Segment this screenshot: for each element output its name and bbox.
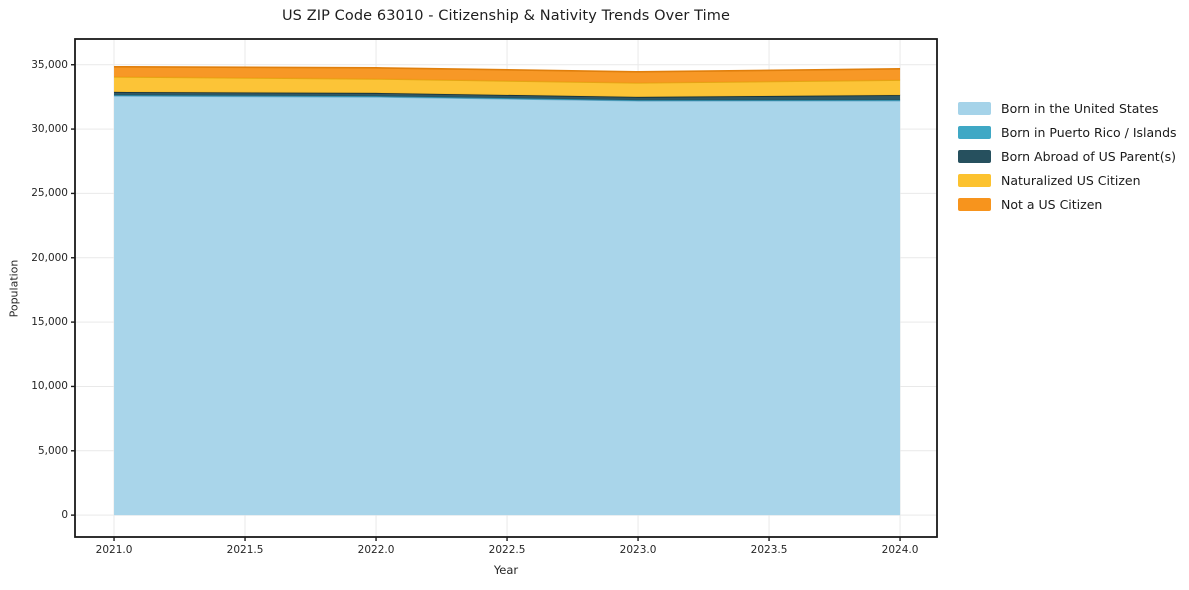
legend-swatch (958, 126, 991, 139)
legend-item: Born in the United States (958, 101, 1177, 116)
legend-item: Born Abroad of US Parent(s) (958, 149, 1177, 164)
x-tick-label: 2022.5 (488, 544, 526, 556)
legend-label: Not a US Citizen (1001, 197, 1103, 212)
x-tick-label: 2023.0 (619, 544, 657, 556)
chart-title: US ZIP Code 63010 - Citizenship & Nativi… (281, 8, 731, 24)
x-tick-label: 2024.0 (881, 544, 919, 556)
y-tick-label: 35,000 (31, 58, 68, 71)
legend-item: Born in Puerto Rico / Islands (958, 125, 1177, 140)
legend-item: Naturalized US Citizen (958, 173, 1177, 188)
legend-item: Not a US Citizen (958, 197, 1177, 212)
area-series (114, 66, 901, 83)
x-tick-label: 2022.0 (357, 544, 395, 556)
area-series (114, 95, 901, 516)
y-tick-label: 25,000 (31, 187, 68, 200)
y-tick-label: 10,000 (31, 380, 68, 393)
y-tick-label: 20,000 (31, 251, 68, 264)
y-tick-label: 0 (61, 509, 68, 522)
area-series (114, 76, 901, 97)
legend-swatch (958, 102, 991, 115)
x-tick-label: 2023.5 (750, 544, 788, 556)
legend-label: Born in the United States (1001, 101, 1159, 116)
y-tick-label: 5,000 (37, 444, 68, 457)
y-axis-label: Population (7, 259, 21, 318)
y-tick-label: 30,000 (31, 123, 68, 136)
x-tick-label: 2021.0 (95, 544, 133, 556)
plot-frame (74, 38, 938, 538)
legend-swatch (958, 150, 991, 163)
legend-label: Born Abroad of US Parent(s) (1001, 149, 1176, 164)
area-series (114, 91, 901, 101)
x-tick-label: 2021.5 (226, 544, 264, 556)
legend-swatch (958, 174, 991, 187)
area-top-edge (114, 65, 901, 73)
y-tick-label: 15,000 (31, 316, 68, 329)
x-axis-label: Year (493, 563, 519, 577)
legend-label: Naturalized US Citizen (1001, 173, 1141, 188)
legend-label: Born in Puerto Rico / Islands (1001, 125, 1177, 140)
legend-swatch (958, 198, 991, 211)
legend: Born in the United States Born in Puerto … (958, 101, 1177, 212)
